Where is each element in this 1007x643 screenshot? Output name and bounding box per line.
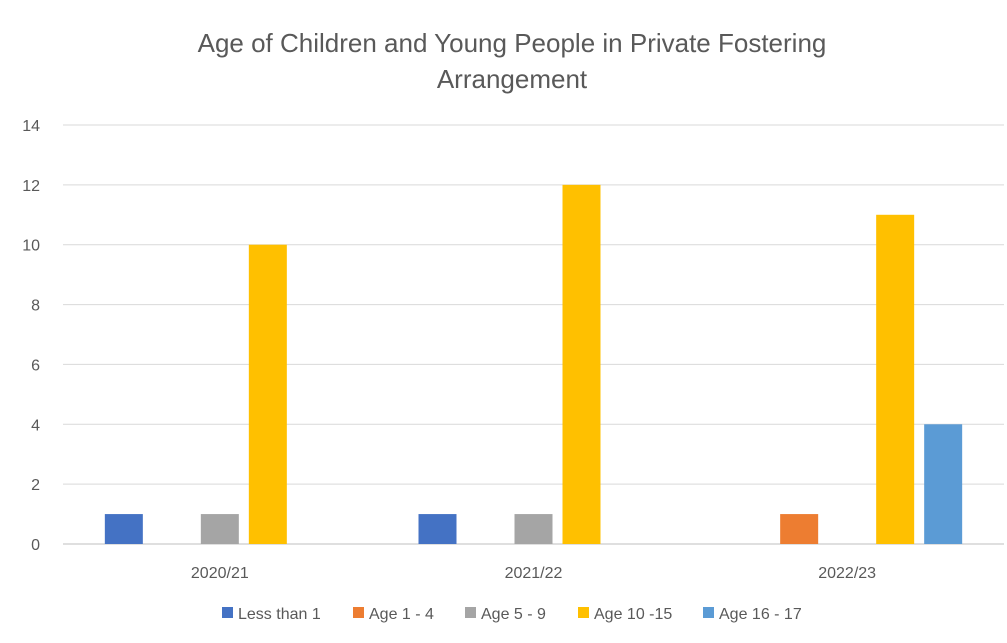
x-category-label: 2022/23 bbox=[818, 565, 876, 582]
gridlines bbox=[63, 124, 1004, 545]
y-tick-label: 0 bbox=[31, 537, 40, 554]
legend-swatch bbox=[465, 607, 476, 618]
legend-swatch bbox=[703, 607, 714, 618]
y-tick-label: 6 bbox=[31, 357, 40, 374]
x-axis-categories: 2020/21 2021/22 2022/23 bbox=[191, 565, 876, 582]
y-tick-label: 8 bbox=[31, 298, 40, 315]
legend-label: Age 10 -15 bbox=[594, 606, 672, 623]
x-category-label: 2020/21 bbox=[191, 565, 249, 582]
legend-label: Less than 1 bbox=[238, 606, 321, 623]
y-tick-label: 10 bbox=[22, 238, 40, 255]
bar bbox=[418, 514, 457, 544]
bar bbox=[248, 244, 287, 544]
legend-swatch bbox=[353, 607, 364, 618]
legend-label: Age 1 - 4 bbox=[369, 606, 434, 623]
legend-label: Age 16 - 17 bbox=[719, 606, 802, 623]
bar bbox=[200, 514, 239, 544]
chart-title-line-1: Age of Children and Young People in Priv… bbox=[198, 28, 827, 58]
legend-label: Age 5 - 9 bbox=[481, 606, 546, 623]
bar bbox=[876, 214, 915, 545]
x-category-label: 2021/22 bbox=[505, 565, 563, 582]
y-tick-label: 2 bbox=[31, 477, 40, 494]
bar bbox=[562, 184, 601, 544]
legend-swatch bbox=[578, 607, 589, 618]
legend-swatch bbox=[222, 607, 233, 618]
chart-title-line-2: Arrangement bbox=[437, 64, 588, 94]
legend: Less than 1 Age 1 - 4 Age 5 - 9 Age 10 -15 A… bbox=[222, 606, 802, 623]
bar bbox=[514, 514, 553, 544]
bar bbox=[104, 514, 143, 544]
bars bbox=[104, 184, 963, 545]
y-axis-ticks: 0 2 4 6 8 10 12 14 bbox=[22, 118, 40, 554]
y-tick-label: 12 bbox=[22, 178, 40, 195]
bar bbox=[780, 514, 819, 544]
y-tick-label: 14 bbox=[22, 118, 40, 135]
y-tick-label: 4 bbox=[31, 417, 40, 434]
bar bbox=[924, 424, 963, 544]
